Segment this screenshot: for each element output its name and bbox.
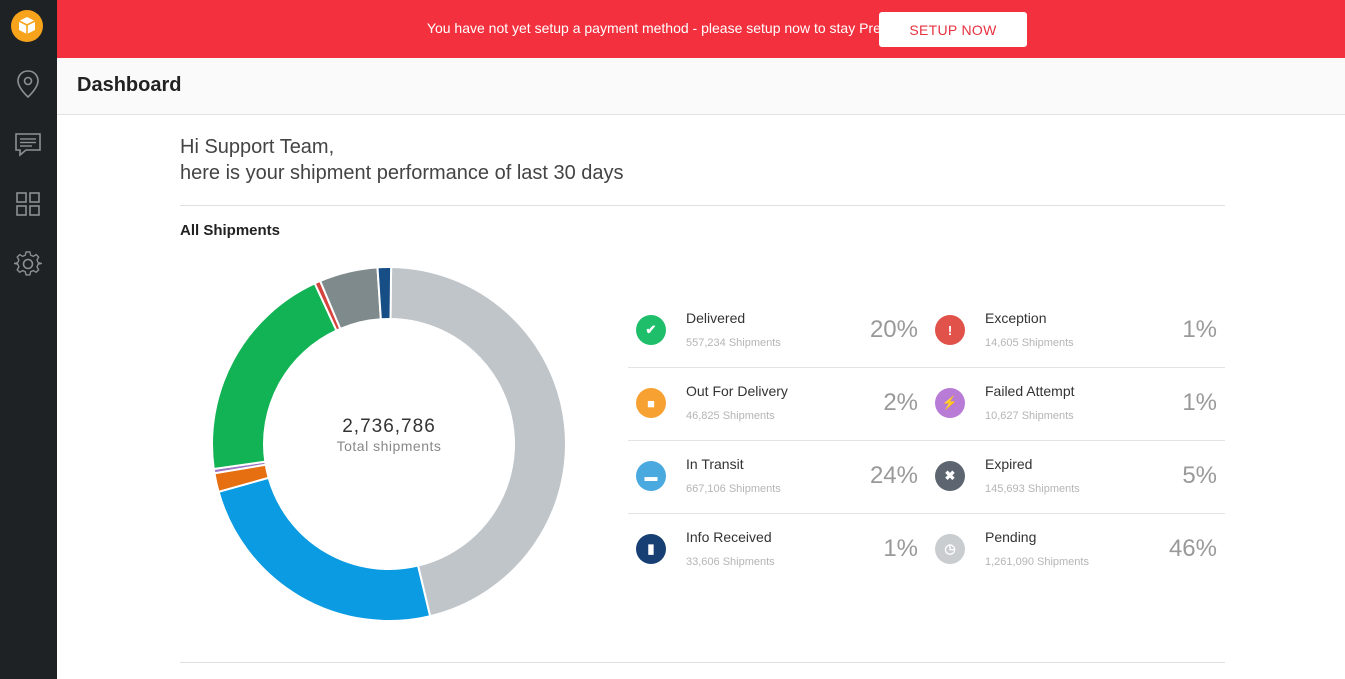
stat-name: Delivered [686, 310, 746, 326]
payment-warning-banner: You have not yet setup a payment method … [57, 0, 1345, 58]
page-header: Dashboard [57, 58, 1345, 115]
truck-icon: ▬ [636, 461, 666, 491]
stat-item[interactable]: ✔ Delivered 557,234 Shipments 20% [628, 295, 926, 368]
stat-name: Exception [985, 310, 1047, 326]
stat-name: Failed Attempt [985, 383, 1075, 399]
location-pin-icon [17, 70, 39, 99]
document-icon: ▮ [636, 534, 666, 564]
greeting: Hi Support Team, here is your shipment p… [180, 134, 624, 186]
stat-item[interactable]: ⚡ Failed Attempt 10,627 Shipments 1% [927, 368, 1225, 441]
stat-count: 10,627 Shipments [985, 410, 1074, 422]
chat-icon [15, 133, 41, 157]
stat-item[interactable]: ✖ Expired 145,693 Shipments 5% [927, 441, 1225, 514]
stat-item[interactable]: ▬ In Transit 667,106 Shipments 24% [628, 441, 926, 514]
stat-percent: 1% [1182, 316, 1217, 343]
stat-percent: 24% [869, 462, 918, 489]
stat-percent: 46% [1168, 535, 1217, 562]
stats-row: ▬ In Transit 667,106 Shipments 24% ✖ Expired 1… [628, 441, 1225, 514]
lightning-icon: ⚡ [935, 388, 965, 418]
stat-name: Info Received [686, 529, 772, 545]
stat-percent: 1% [883, 535, 918, 562]
section-divider [180, 205, 1225, 206]
stat-item[interactable]: ▮ Info Received 33,606 Shipments 1% [628, 514, 926, 587]
shipments-donut-chart [211, 265, 567, 622]
section-title: All Shipments [180, 222, 281, 239]
stat-name: Out For Delivery [686, 383, 788, 399]
stat-name: In Transit [686, 456, 744, 472]
nav-settings[interactable] [13, 249, 43, 279]
nav-messages[interactable] [13, 129, 43, 159]
stat-item[interactable]: ! Exception 14,605 Shipments 1% [927, 295, 1225, 368]
stat-count: 46,825 Shipments [686, 410, 775, 422]
app-logo-icon[interactable] [11, 10, 43, 42]
stat-count: 557,234 Shipments [686, 337, 781, 349]
x-icon: ✖ [935, 461, 965, 491]
clock-icon: ◷ [935, 534, 965, 564]
stat-percent: 5% [1182, 462, 1217, 489]
sidebar [0, 0, 57, 679]
stats-row: ▮ Info Received 33,606 Shipments 1% ◷ Pending… [628, 514, 1225, 587]
stat-name: Expired [985, 456, 1033, 472]
exclamation-icon: ! [935, 315, 965, 345]
stat-item[interactable]: ■ Out For Delivery 46,825 Shipments 2% [628, 368, 926, 441]
setup-now-button[interactable]: SETUP NOW [879, 12, 1027, 47]
stat-count: 1,261,090 Shipments [985, 556, 1089, 568]
check-icon: ✔ [636, 315, 666, 345]
stats-row: ✔ Delivered 557,234 Shipments 20%! Exception… [628, 295, 1225, 368]
grid-icon [16, 192, 40, 216]
stat-name: Pending [985, 529, 1037, 545]
stat-percent: 20% [869, 316, 918, 343]
greeting-line-2: here is your shipment performance of las… [180, 162, 624, 184]
page-title: Dashboard [77, 74, 182, 96]
stats-row: ■ Out For Delivery 46,825 Shipments 2% ⚡ Fail… [628, 368, 1225, 441]
nav-location[interactable] [13, 69, 43, 99]
gear-icon [14, 251, 42, 276]
banner-message: You have not yet setup a payment method … [426, 20, 919, 36]
stat-count: 145,693 Shipments [985, 483, 1080, 495]
stat-count: 667,106 Shipments [686, 483, 781, 495]
nav-dashboard[interactable] [13, 189, 43, 219]
total-shipments-label: Total shipments [336, 438, 442, 454]
stat-item[interactable]: ◷ Pending 1,261,090 Shipments 46% [927, 514, 1225, 587]
box-icon: ■ [636, 388, 666, 418]
stat-count: 33,606 Shipments [686, 556, 775, 568]
donut-slice-pending[interactable] [389, 265, 567, 618]
donut-slice-in-transit[interactable] [217, 476, 432, 622]
stat-percent: 2% [883, 389, 918, 416]
total-shipments-value: 2,736,786 [342, 416, 436, 437]
stat-count: 14,605 Shipments [985, 337, 1074, 349]
donut-slice-info-received[interactable] [376, 266, 393, 321]
bottom-divider [180, 662, 1225, 663]
shipment-stats: ✔ Delivered 557,234 Shipments 20%! Exception… [628, 295, 1225, 587]
greeting-line-1: Hi Support Team, [180, 136, 335, 158]
stat-percent: 1% [1182, 389, 1217, 416]
